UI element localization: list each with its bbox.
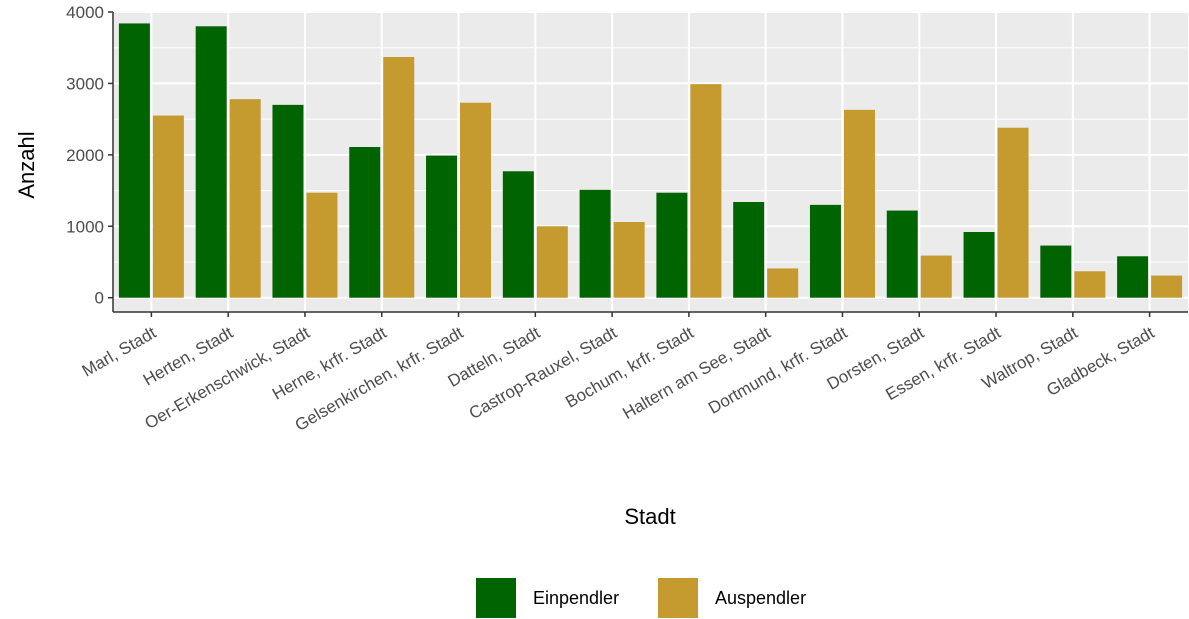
y-axis-title: Anzahl — [14, 131, 39, 198]
legend-label-auspendler: Auspendler — [715, 588, 806, 608]
bar-einpendler-13 — [1117, 256, 1149, 298]
bar-einpendler-12 — [1040, 245, 1072, 298]
bar-einpendler-2 — [272, 104, 304, 298]
bar-auspendler-2 — [306, 192, 338, 298]
x-tick-label: Bochum, krfr. Stadt — [562, 323, 697, 412]
x-tick-label: Castrop-Rauxel, Stadt — [466, 323, 621, 423]
bar-auspendler-10 — [920, 255, 952, 298]
bar-einpendler-6 — [579, 189, 611, 298]
bar-einpendler-10 — [886, 210, 918, 298]
bar-auspendler-9 — [843, 109, 875, 298]
bar-auspendler-8 — [767, 268, 799, 298]
x-axis-title: Stadt — [624, 504, 675, 529]
bar-einpendler-3 — [349, 147, 381, 298]
legend-label-einpendler: Einpendler — [533, 588, 619, 608]
bar-einpendler-9 — [809, 204, 841, 298]
bar-auspendler-1 — [229, 99, 261, 298]
y-tick-label: 4000 — [66, 3, 104, 22]
bar-auspendler-6 — [613, 222, 645, 298]
legend-key-auspendler — [658, 578, 698, 618]
legend-key-einpendler — [476, 578, 516, 618]
y-tick-label: 1000 — [66, 217, 104, 236]
bar-auspendler-5 — [536, 226, 568, 298]
y-axis: 0 1000 2000 3000 4000 — [66, 3, 114, 312]
bar-einpendler-4 — [426, 155, 458, 298]
bar-auspendler-7 — [690, 84, 722, 298]
bar-auspendler-12 — [1074, 271, 1106, 298]
x-tick-label: Dortmund, krfr. Stadt — [705, 323, 851, 418]
bar-auspendler-13 — [1151, 275, 1183, 298]
bar-einpendler-0 — [118, 23, 150, 298]
bar-einpendler-5 — [502, 171, 534, 298]
y-tick-label: 3000 — [66, 74, 104, 93]
x-tick-label: Haltern am See, Stadt — [619, 323, 774, 423]
bar-auspendler-11 — [997, 127, 1029, 298]
legend: Einpendler Auspendler — [476, 578, 806, 618]
bar-auspendler-3 — [383, 57, 415, 298]
y-tick-label: 0 — [95, 289, 104, 308]
bar-einpendler-11 — [963, 232, 995, 298]
bar-auspendler-4 — [460, 102, 492, 298]
bar-einpendler-1 — [195, 26, 227, 298]
bar-einpendler-8 — [733, 202, 765, 298]
y-tick-label: 2000 — [66, 146, 104, 165]
bars — [118, 23, 1183, 298]
bar-auspendler-0 — [152, 115, 184, 298]
bar-einpendler-7 — [656, 192, 688, 298]
